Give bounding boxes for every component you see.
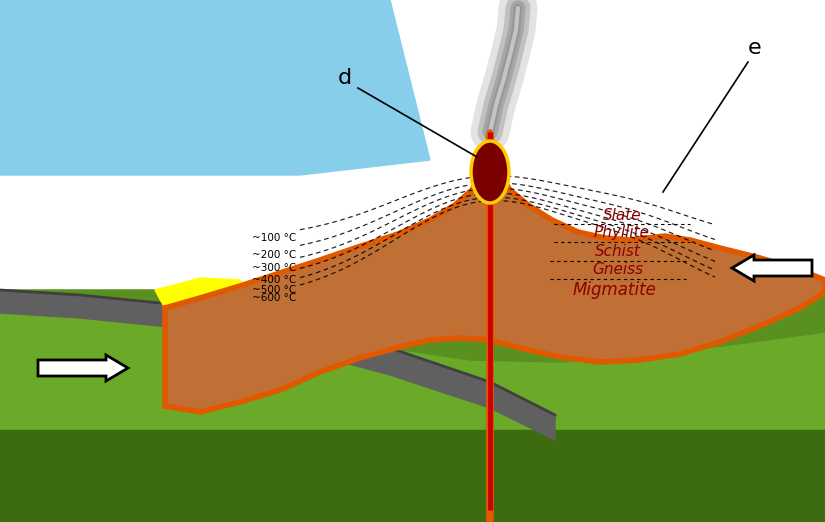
- Polygon shape: [165, 132, 825, 412]
- Text: ~600 °C: ~600 °C: [252, 293, 296, 303]
- Text: Phyllite: Phyllite: [594, 226, 650, 241]
- Text: Migmatite: Migmatite: [572, 281, 656, 299]
- FancyArrow shape: [38, 355, 128, 381]
- Text: ~500 °C: ~500 °C: [252, 285, 296, 295]
- Text: ~200 °C: ~200 °C: [252, 250, 296, 260]
- Polygon shape: [0, 290, 825, 362]
- Text: e: e: [748, 38, 761, 58]
- Polygon shape: [0, 290, 555, 440]
- Ellipse shape: [471, 141, 509, 203]
- Text: ~300 °C: ~300 °C: [252, 263, 296, 273]
- Text: d: d: [338, 68, 352, 88]
- Text: Schist: Schist: [595, 244, 641, 259]
- Polygon shape: [0, 0, 430, 175]
- Text: ~400 °C: ~400 °C: [252, 275, 296, 285]
- Polygon shape: [0, 290, 825, 522]
- FancyArrow shape: [732, 255, 812, 281]
- Polygon shape: [155, 278, 255, 330]
- Polygon shape: [0, 430, 825, 522]
- Text: Slate: Slate: [603, 208, 641, 222]
- Text: Gneiss: Gneiss: [592, 263, 644, 278]
- Text: ~100 °C: ~100 °C: [252, 233, 296, 243]
